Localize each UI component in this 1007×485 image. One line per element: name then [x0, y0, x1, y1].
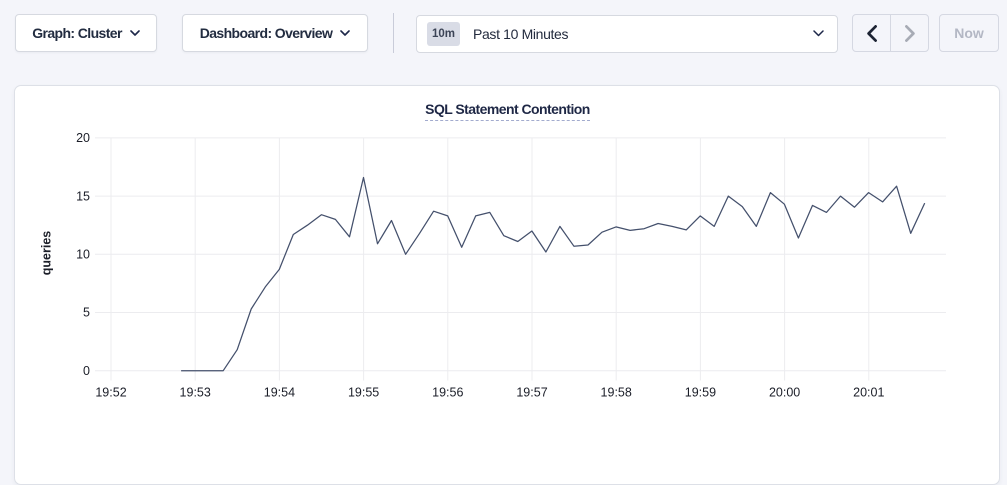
svg-text:20:01: 20:01 — [853, 386, 884, 400]
svg-text:10: 10 — [76, 248, 90, 262]
svg-text:queries: queries — [40, 231, 54, 276]
svg-text:20:00: 20:00 — [769, 386, 800, 400]
svg-text:19:53: 19:53 — [180, 386, 211, 400]
svg-text:19:55: 19:55 — [348, 386, 379, 400]
svg-text:15: 15 — [76, 189, 90, 203]
svg-text:19:59: 19:59 — [685, 386, 716, 400]
svg-text:5: 5 — [83, 306, 90, 320]
svg-text:19:58: 19:58 — [601, 386, 632, 400]
svg-text:20: 20 — [76, 131, 90, 145]
svg-text:19:54: 19:54 — [264, 386, 295, 400]
svg-text:19:56: 19:56 — [432, 386, 463, 400]
svg-text:0: 0 — [83, 364, 90, 378]
svg-text:19:52: 19:52 — [95, 386, 126, 400]
svg-text:19:57: 19:57 — [516, 386, 547, 400]
